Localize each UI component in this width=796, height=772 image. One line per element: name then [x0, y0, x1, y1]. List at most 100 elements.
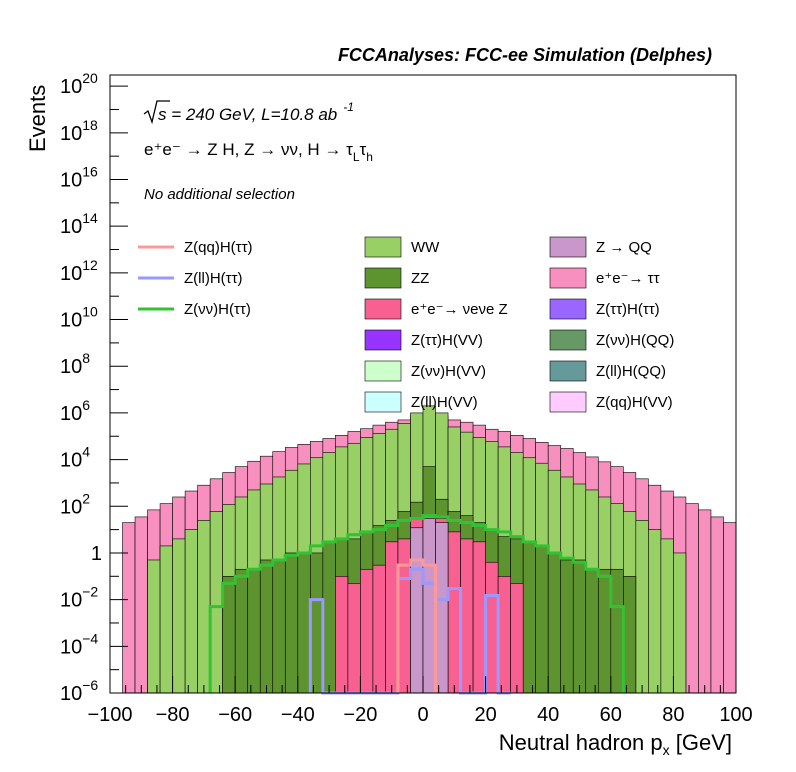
legend-swatch [364, 236, 402, 258]
legend-entry: Z(ττ)H(ττ) [549, 298, 660, 320]
sqrt-symbol [143, 100, 170, 125]
bar-ww [197, 520, 211, 694]
bar-z-qq [435, 522, 449, 694]
bar-ww [673, 552, 687, 694]
legend-swatch [364, 329, 402, 351]
y-tick-label: 1018 [60, 117, 98, 145]
legend-label: WW [411, 239, 440, 256]
legend-swatch [364, 360, 402, 382]
chart-header: FCCAnalyses: FCC-ee Simulation (Delphes) [338, 45, 712, 65]
legend-entry: Z(νν)H(ττ) [138, 301, 251, 318]
legend-label: e⁺e⁻→ νeνe Z [411, 301, 508, 318]
x-tick-label: 80 [662, 704, 684, 726]
bar-zz [610, 568, 624, 694]
legend-entry: Z(ll)H(ττ) [138, 270, 243, 287]
legend-swatch [549, 329, 587, 351]
legend-label: Z(ττ)H(ττ) [596, 301, 660, 318]
x-tick-label: −40 [281, 704, 315, 726]
bar-ww [172, 538, 186, 694]
bar-e-e-e-e-z [510, 583, 524, 694]
bar-zz [247, 568, 261, 694]
bar-zz [547, 552, 562, 694]
bar-e-e [685, 503, 699, 694]
x-tick-label: 20 [474, 704, 496, 726]
y-tick-label: 106 [60, 397, 90, 425]
area-z-qq [410, 518, 449, 694]
bar-zz [310, 552, 324, 694]
x-tick-label: −60 [218, 704, 252, 726]
bar-zz [322, 541, 336, 694]
legend-label: e⁺e⁻→ ττ [596, 270, 660, 287]
legend-entry: e⁺e⁻→ νeνe Z [364, 298, 508, 320]
bar-e-e-e-e-z [485, 561, 499, 694]
y-axis: 10−6 10−4 10−2 1 102 104 106 108 1010 1012 1014 101… [60, 70, 128, 705]
legend-swatch [364, 391, 402, 413]
y-tick-label: 108 [60, 350, 90, 378]
energy-annotation: s = 240 GeV, L=10.8 ab -1 [143, 100, 354, 125]
y-tick-label: 10−6 [60, 677, 98, 705]
legend-entry: Z → QQ [549, 236, 652, 258]
legend-entry: Z(ll)H(QQ) [549, 360, 666, 382]
x-tick-label: 40 [537, 704, 559, 726]
legend-label: Z(νν)H(VV) [411, 363, 486, 380]
bar-zz [572, 559, 587, 694]
bar-zz [234, 568, 249, 694]
y-tick-label: 10−4 [60, 630, 98, 658]
legend-label: Z(ττ)H(VV) [411, 332, 483, 349]
legend-label: Z(ll)H(ττ) [184, 270, 243, 287]
legend-entry: Z(qq)H(ττ) [138, 239, 253, 256]
bar-e-e-e-e-z [447, 531, 461, 694]
bar-e-e-e-e-z [347, 583, 361, 694]
selection-note: No additional selection [144, 186, 295, 203]
y-tick-label: 1014 [60, 210, 98, 238]
bar-e-e-e-e-z [460, 538, 474, 694]
legend-label: Z(qq)H(ττ) [184, 239, 253, 256]
x-tick-label: 0 [417, 704, 428, 726]
x-tick-label: −20 [343, 704, 377, 726]
process-annotation: e⁺e⁻ → Z H, Z → νν, H → τLτh [144, 140, 373, 164]
y-tick-label: 1010 [60, 304, 98, 332]
bar-zz [222, 575, 236, 694]
bar-ww [635, 520, 649, 694]
bar-e-e-e-e-z [372, 564, 386, 694]
legend-swatch [549, 360, 587, 382]
legend-entry: Z(νν)H(QQ) [549, 329, 674, 351]
legend-swatch [549, 298, 587, 320]
y-tick-label: 10−2 [60, 584, 98, 612]
bar-e-e-e-e-z [335, 575, 349, 694]
legend-label: Z(νν)H(ττ) [184, 301, 251, 318]
legend-label: Z(ll)H(VV) [411, 394, 478, 411]
bar-e-e-e-e-z [397, 538, 411, 694]
bar-zz [297, 552, 311, 694]
bar-ww [660, 538, 674, 694]
bar-z-qq [410, 527, 424, 694]
legend-swatch [549, 267, 587, 289]
line-z-qq-h [396, 558, 438, 693]
bar-e-e [134, 516, 148, 694]
y-tick-label: 1016 [60, 164, 98, 192]
bar-ww [184, 529, 198, 694]
legend-entry: e⁺e⁻→ ττ [549, 267, 660, 289]
legend-swatch [549, 391, 587, 413]
bar-e-e [122, 522, 136, 694]
legend-entry: Z(ll)H(VV) [364, 391, 478, 413]
bar-ww [648, 529, 662, 694]
bar-zz [284, 552, 299, 694]
line-z-h [208, 514, 625, 693]
bar-e-e [723, 522, 737, 694]
bar-e-e-e-e-z [472, 541, 486, 694]
bar-zz [522, 541, 536, 694]
legend-label: Z → QQ [596, 239, 652, 256]
bar-zz [259, 559, 274, 694]
bar-ww [209, 511, 223, 694]
bar-e-e-e-e-z [385, 541, 399, 694]
bar-zz [560, 559, 574, 694]
legend-label: Z(ll)H(QQ) [596, 363, 666, 380]
bar-zz [535, 545, 549, 694]
legend: Z(qq)H(ττ) Z(ll)H(ττ) Z(νν)H(ττ) WW ZZ e⁺e⁻→ … [138, 236, 674, 413]
y-axis-label: Events [25, 85, 50, 152]
y-tick-label: 1020 [60, 70, 98, 98]
legend-entry: Z(qq)H(VV) [549, 391, 673, 413]
y-tick-label: 104 [60, 444, 90, 472]
legend-entry: ZZ [364, 267, 429, 289]
